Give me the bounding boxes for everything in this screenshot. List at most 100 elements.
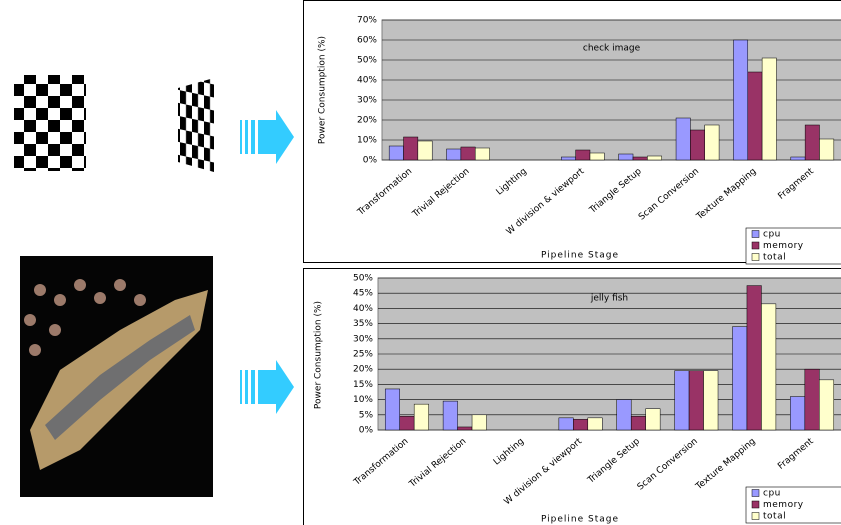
y-tick-label: 30%: [353, 334, 373, 344]
x-axis-label: Pipeline Stage: [541, 251, 619, 261]
bar: [791, 157, 805, 160]
x-tick-label: Trivial Rejection: [410, 167, 471, 221]
y-tick-label: 0%: [363, 156, 378, 166]
chart-title: check image: [583, 44, 641, 54]
page: 0% 10% 20% 30% 40% 50% 60% 70% check image Power …: [0, 0, 841, 525]
y-tick-label: 10%: [357, 136, 377, 146]
y-tick-label: 35%: [353, 319, 373, 329]
bar: [576, 150, 590, 160]
legend-swatch: [752, 254, 759, 261]
x-tick-label: Transformation: [355, 167, 414, 219]
bar: [418, 141, 432, 160]
y-tick-label: 25%: [353, 350, 373, 360]
y-tick-label: 30%: [357, 96, 377, 106]
bar: [647, 156, 661, 160]
bar: [747, 286, 761, 430]
bar: [805, 369, 819, 430]
x-tick-label: Scan Conversion: [636, 437, 700, 493]
bar: [819, 139, 833, 160]
bar: [733, 40, 747, 160]
game-screenshot: [20, 256, 213, 497]
chart-title: jelly fish: [590, 294, 628, 304]
legend-swatch: [752, 501, 759, 508]
legend-swatch: [752, 242, 759, 249]
legend-label: cpu: [763, 230, 781, 240]
y-tick-label: 20%: [357, 116, 377, 126]
x-tick-label: Texture Mapping: [694, 437, 758, 493]
x-tick-label: Triangle Setup: [587, 166, 644, 216]
y-tick-label: 0%: [359, 426, 374, 436]
legend-label: total: [763, 253, 786, 263]
y-tick-label: 60%: [357, 36, 377, 46]
bar: [443, 401, 457, 430]
bar: [761, 304, 775, 430]
y-axis-label: Power Consumption (%): [318, 36, 328, 144]
bar: [790, 397, 804, 430]
bar: [472, 415, 486, 430]
slide: 0% 10% 20% 30% 40% 50% 60% 70% check image Power …: [0, 0, 841, 525]
bar: [704, 371, 718, 430]
arrow: [240, 110, 294, 164]
y-tick-label: 15%: [353, 380, 373, 390]
x-tick-label: Texture Mapping: [694, 167, 758, 223]
bar: [559, 418, 573, 430]
bar: [590, 153, 604, 160]
checker-warped: [178, 78, 214, 172]
bar: [646, 409, 660, 430]
bar: [690, 130, 704, 160]
legend-swatch: [752, 513, 759, 520]
bar: [561, 157, 575, 160]
y-tick-label: 40%: [357, 76, 377, 86]
y-tick-label: 50%: [357, 56, 377, 66]
bar: [461, 147, 475, 160]
bar: [400, 416, 414, 430]
bar: [732, 327, 746, 430]
bar: [475, 148, 489, 160]
legend-swatch: [752, 231, 759, 238]
y-tick-label: 45%: [353, 289, 373, 299]
y-tick-label: 50%: [353, 274, 373, 284]
bar: [414, 404, 428, 430]
legend-label: cpu: [763, 489, 781, 499]
legend-label: total: [763, 512, 786, 522]
bar: [689, 371, 703, 430]
y-tick-label: 20%: [353, 365, 373, 375]
y-tick-label: 70%: [357, 16, 377, 26]
bar: [617, 400, 631, 430]
legend-label: memory: [763, 500, 804, 510]
x-tick-label: Fragment: [776, 436, 816, 472]
y-tick-label: 5%: [359, 410, 374, 420]
x-tick-label: Lighting: [495, 167, 529, 198]
x-tick-label: Trivial Rejection: [407, 437, 468, 491]
bar: [819, 380, 833, 430]
y-tick-label: 40%: [353, 304, 373, 314]
x-tick-label: Fragment: [776, 166, 816, 202]
checker-texture: [14, 75, 86, 171]
bar: [631, 416, 645, 430]
legend-swatch: [752, 490, 759, 497]
bar: [588, 418, 602, 430]
x-tick-label: Scan Conversion: [637, 167, 701, 223]
bar: [447, 149, 461, 160]
y-axis-label: Power Consumption (%): [314, 301, 324, 409]
bar: [573, 419, 587, 430]
bar: [404, 137, 418, 160]
x-axis-label: Pipeline Stage: [541, 515, 619, 525]
x-tick-label: Transformation: [352, 437, 411, 489]
bar: [389, 146, 403, 160]
y-tick-label: 10%: [353, 395, 373, 405]
bar: [633, 157, 647, 160]
legend-label: memory: [763, 241, 804, 251]
bar: [676, 118, 690, 160]
bar: [619, 154, 633, 160]
x-tick-label: Triangle Setup: [585, 436, 642, 486]
arrow: [240, 360, 294, 414]
bar: [762, 58, 776, 160]
bar: [675, 371, 689, 430]
bar: [748, 72, 762, 160]
bar: [805, 125, 819, 160]
bar: [458, 427, 472, 430]
x-tick-label: Lighting: [492, 437, 526, 468]
bar: [385, 389, 399, 430]
bar: [705, 125, 719, 160]
